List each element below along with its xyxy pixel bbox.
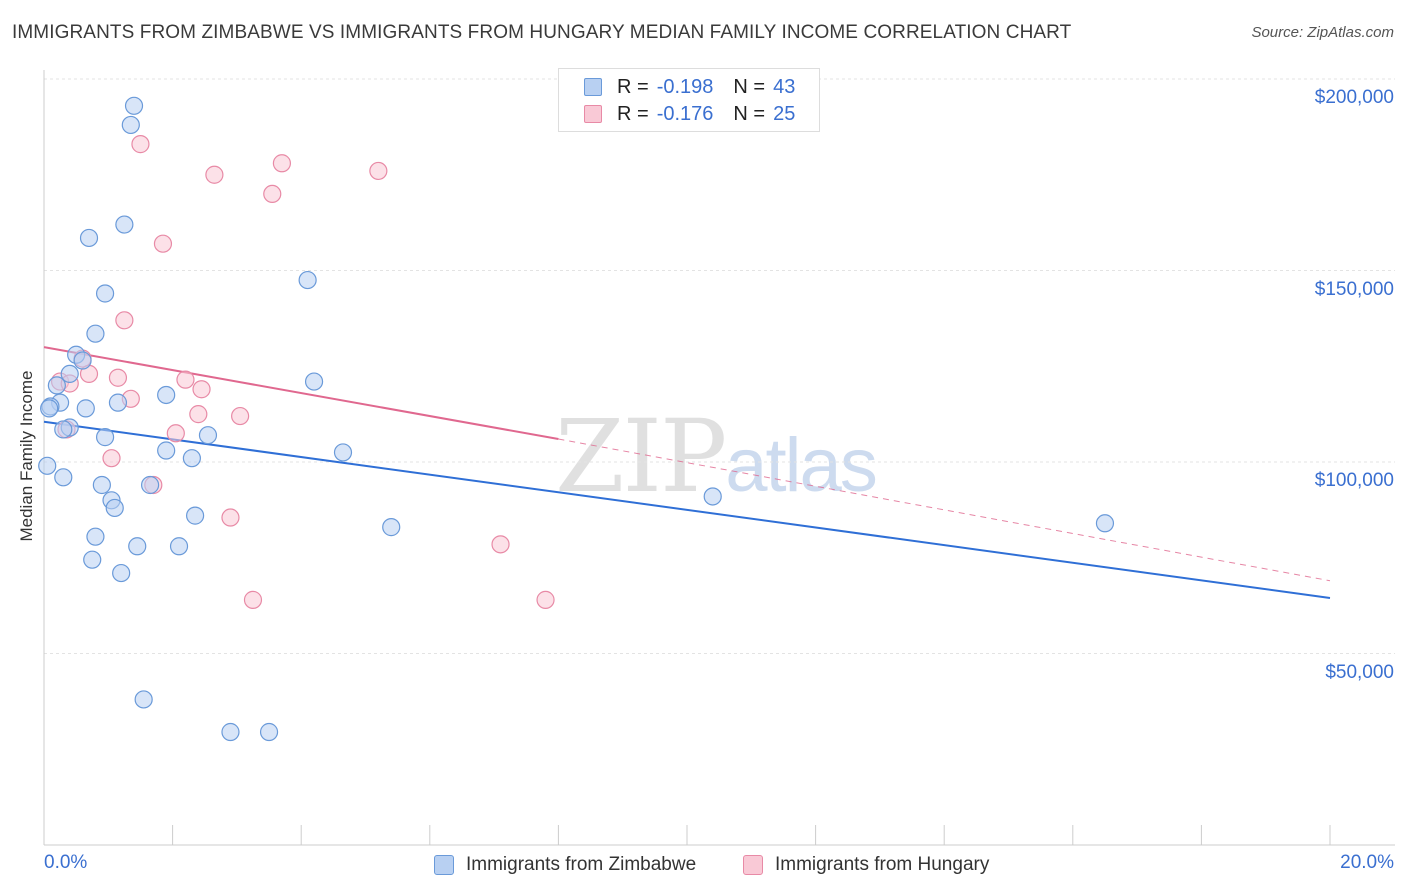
data-point-zimbabwe bbox=[92, 475, 111, 495]
data-point-hungary bbox=[205, 165, 224, 184]
source-credit: Source: ZipAtlas.com bbox=[1251, 24, 1394, 41]
data-point-hungary bbox=[108, 368, 128, 387]
data-point-zimbabwe bbox=[112, 563, 131, 583]
data-point-zimbabwe bbox=[73, 351, 92, 370]
data-point-zimbabwe bbox=[169, 537, 189, 556]
data-point-hungary bbox=[189, 405, 208, 424]
legend-r-value: -0.198 bbox=[656, 75, 714, 98]
data-point-hungary bbox=[536, 590, 555, 609]
y-tick-label: $100,000 bbox=[1314, 470, 1394, 491]
legend-n-label: N = bbox=[733, 75, 766, 98]
data-point-zimbabwe bbox=[182, 449, 201, 468]
y-tick-label: $200,000 bbox=[1314, 87, 1394, 108]
data-point-hungary bbox=[272, 154, 292, 173]
bottom-legend-swatch-zimbabwe bbox=[434, 855, 454, 875]
legend-n-value: 25 bbox=[773, 102, 796, 125]
data-point-zimbabwe bbox=[157, 385, 176, 405]
data-point-zimbabwe bbox=[105, 498, 124, 518]
x-tick-label-min: 0.0% bbox=[44, 852, 88, 873]
data-point-zimbabwe bbox=[121, 115, 140, 135]
data-point-zimbabwe bbox=[47, 376, 66, 395]
bottom-legend-zimbabwe: Immigrants from Zimbabwe bbox=[434, 852, 696, 878]
legend-row-hungary: R = -0.176 N = 25 bbox=[584, 101, 795, 127]
trend-line-zimbabwe bbox=[43, 420, 1331, 599]
data-point-zimbabwe bbox=[304, 372, 324, 391]
data-point-hungary bbox=[192, 380, 211, 399]
data-point-zimbabwe bbox=[124, 96, 144, 115]
data-point-zimbabwe bbox=[221, 722, 240, 742]
data-point-zimbabwe bbox=[140, 475, 160, 495]
data-points bbox=[38, 96, 1115, 742]
x-tick-label-max: 20.0% bbox=[1340, 852, 1394, 873]
bottom-legend-swatch-hungary bbox=[743, 855, 763, 875]
bottom-legend-label-hungary: Immigrants from Hungary bbox=[775, 854, 990, 875]
trend-lines bbox=[43, 346, 1331, 599]
data-point-zimbabwe bbox=[83, 550, 102, 569]
trend-line-extension-hungary bbox=[558, 438, 1331, 582]
data-point-zimbabwe bbox=[128, 537, 147, 556]
data-point-hungary bbox=[369, 161, 388, 181]
data-point-zimbabwe bbox=[95, 284, 115, 303]
axes bbox=[43, 70, 1395, 846]
data-point-hungary bbox=[491, 535, 510, 554]
legend-swatch-zimbabwe bbox=[584, 78, 602, 96]
legend-r-value: -0.176 bbox=[656, 102, 714, 125]
data-point-hungary bbox=[176, 370, 195, 389]
data-point-zimbabwe bbox=[298, 270, 317, 290]
watermark-atlas: atlas bbox=[725, 423, 878, 508]
data-point-hungary bbox=[153, 234, 173, 253]
data-point-zimbabwe bbox=[134, 690, 153, 709]
data-point-zimbabwe bbox=[54, 420, 73, 439]
data-point-hungary bbox=[231, 406, 250, 426]
correlation-legend: R = -0.198 N = 43 R = -0.176 N = 25 bbox=[558, 68, 820, 132]
data-point-zimbabwe bbox=[95, 428, 115, 447]
data-point-zimbabwe bbox=[108, 393, 128, 412]
data-point-hungary bbox=[115, 311, 134, 330]
data-point-zimbabwe bbox=[382, 518, 401, 537]
legend-r-label: R = bbox=[617, 102, 649, 125]
data-point-zimbabwe bbox=[76, 399, 95, 418]
data-point-zimbabwe bbox=[86, 324, 105, 343]
legend-n-value: 43 bbox=[773, 75, 796, 98]
data-point-zimbabwe bbox=[198, 426, 218, 445]
data-point-zimbabwe bbox=[703, 487, 722, 506]
data-point-zimbabwe bbox=[86, 527, 105, 546]
data-point-hungary bbox=[243, 590, 263, 609]
data-point-zimbabwe bbox=[157, 441, 176, 460]
data-point-zimbabwe bbox=[1095, 514, 1115, 533]
y-tick-label: $50,000 bbox=[1325, 661, 1394, 683]
data-point-hungary bbox=[102, 449, 121, 468]
data-point-zimbabwe bbox=[60, 364, 79, 384]
bottom-legend-label-zimbabwe: Immigrants from Zimbabwe bbox=[466, 854, 697, 875]
data-point-zimbabwe bbox=[259, 722, 279, 742]
data-point-hungary bbox=[131, 135, 150, 154]
y-tick-label: $150,000 bbox=[1314, 278, 1394, 300]
data-point-zimbabwe bbox=[186, 506, 205, 525]
bottom-legend-hungary: Immigrants from Hungary bbox=[743, 852, 989, 878]
data-point-zimbabwe bbox=[115, 215, 134, 234]
data-point-hungary bbox=[166, 424, 185, 443]
data-point-zimbabwe bbox=[40, 399, 59, 418]
data-point-zimbabwe bbox=[333, 443, 353, 462]
legend-swatch-hungary bbox=[584, 105, 602, 123]
chart-title: IMMIGRANTS FROM ZIMBABWE VS IMMIGRANTS F… bbox=[12, 22, 1072, 43]
data-point-zimbabwe bbox=[38, 456, 57, 475]
data-point-hungary bbox=[263, 184, 282, 203]
data-point-hungary bbox=[221, 508, 240, 527]
trend-line-hungary bbox=[43, 346, 559, 441]
legend-n-label: N = bbox=[733, 102, 766, 125]
y-axis-title: Median Family Income bbox=[17, 370, 36, 542]
data-point-zimbabwe bbox=[79, 228, 99, 248]
grid-lines bbox=[44, 78, 1395, 654]
legend-r-label: R = bbox=[617, 75, 649, 98]
legend-row-zimbabwe: R = -0.198 N = 43 bbox=[584, 74, 795, 100]
data-point-zimbabwe bbox=[54, 468, 73, 487]
